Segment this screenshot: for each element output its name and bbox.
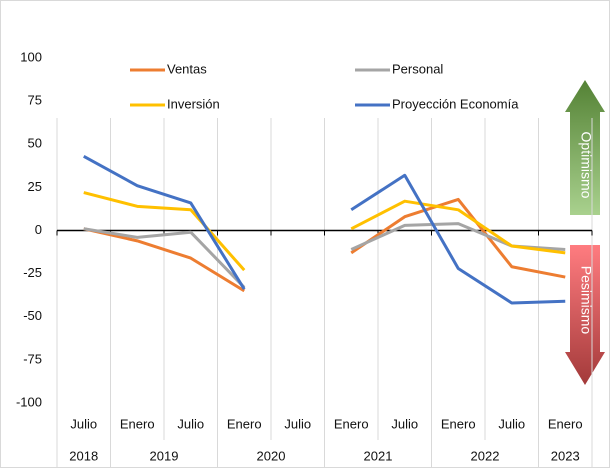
- x-tick-label: Enero: [227, 416, 262, 431]
- y-tick-label: -25: [23, 265, 42, 280]
- x-group-label: 2022: [471, 448, 500, 463]
- y-tick-label: 0: [35, 222, 42, 237]
- y-tick-label: 75: [28, 93, 42, 108]
- series-line: [83, 155, 566, 305]
- y-tick-label: 50: [28, 136, 42, 151]
- annotation: Pesimismo: [578, 266, 594, 335]
- legend-label: Proyección Economía: [392, 96, 519, 111]
- series-line: [83, 191, 566, 272]
- y-tick-label: -100: [16, 394, 42, 409]
- y-tick-label: -75: [23, 351, 42, 366]
- x-tick-label: Julio: [498, 416, 525, 431]
- x-group-label: 2023: [551, 448, 580, 463]
- series-line: [83, 197, 566, 293]
- x-group-label: 2018: [69, 448, 98, 463]
- x-tick-label: Enero: [548, 416, 583, 431]
- x-group-label: 2020: [257, 448, 286, 463]
- legend-label: Ventas: [167, 61, 207, 76]
- x-tick-label: Enero: [441, 416, 476, 431]
- x-tick-label: Enero: [120, 416, 155, 431]
- annotation: Optimismo: [578, 132, 594, 199]
- pessimism-arrow: Pesimismo: [565, 245, 605, 385]
- x-tick-label: Julio: [284, 416, 311, 431]
- legend-label: Inversión: [167, 96, 220, 111]
- x-group-label: 2019: [150, 448, 179, 463]
- x-group-label: 2021: [364, 448, 393, 463]
- legend-label: Personal: [392, 61, 443, 76]
- x-tick-label: Julio: [391, 416, 418, 431]
- y-tick-label: 25: [28, 179, 42, 194]
- y-tick-label: 100: [20, 49, 42, 64]
- x-tick-label: Enero: [334, 416, 369, 431]
- y-tick-label: -50: [23, 308, 42, 323]
- x-tick-label: Julio: [177, 416, 204, 431]
- x-tick-label: Julio: [70, 416, 97, 431]
- optimism-arrow: Optimismo: [565, 80, 605, 215]
